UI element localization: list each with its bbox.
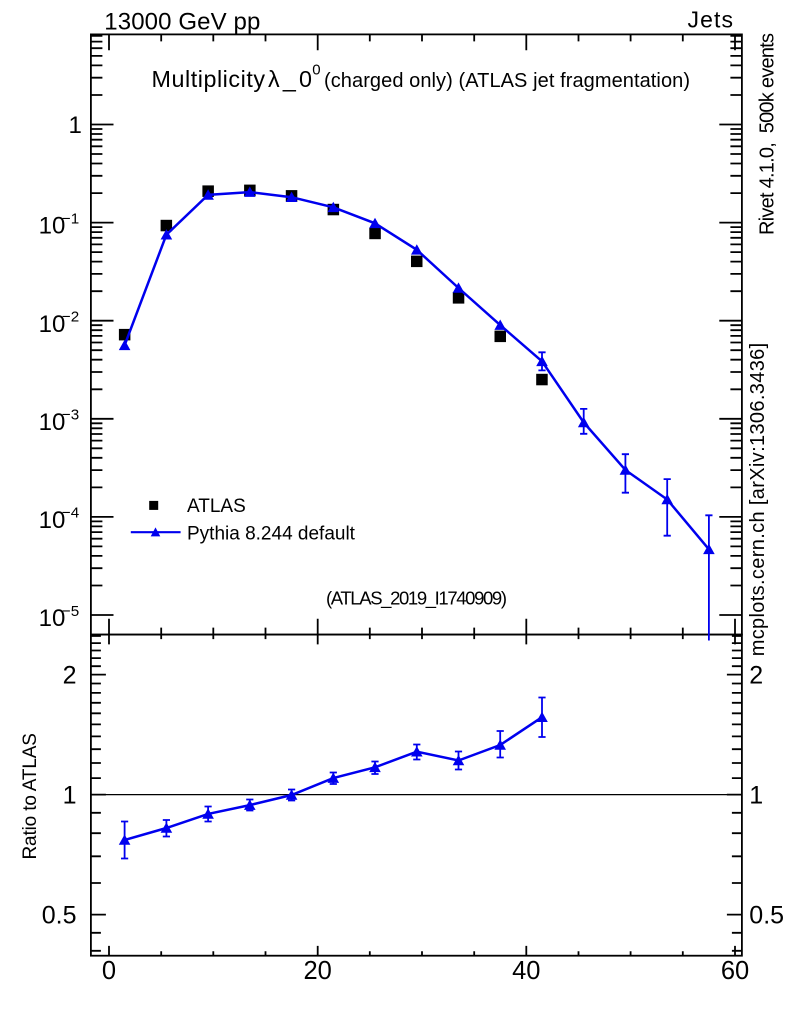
svg-text:0: 0 (312, 62, 320, 79)
svg-text:−3: −3 (62, 407, 79, 424)
svg-text:1: 1 (63, 782, 77, 810)
svg-text:(charged only) (ATLAS jet frag: (charged only) (ATLAS jet fragmentation) (324, 70, 690, 92)
svg-text:mcplots.cern.ch [arXiv:1306.34: mcplots.cern.ch [arXiv:1306.3436] (747, 343, 769, 657)
svg-text:Jets: Jets (688, 7, 734, 33)
svg-text:1: 1 (69, 112, 82, 139)
svg-text:10: 10 (39, 409, 66, 436)
svg-text:13000 GeV pp: 13000 GeV pp (104, 8, 260, 35)
svg-text:Ratio to ATLAS: Ratio to ATLAS (20, 733, 41, 860)
svg-text:−2: −2 (62, 309, 79, 326)
svg-text:60: 60 (721, 957, 749, 985)
svg-text:2: 2 (63, 662, 77, 690)
svg-text:40: 40 (512, 957, 540, 985)
svg-text:10: 10 (39, 311, 66, 338)
svg-text:−4: −4 (62, 505, 79, 522)
svg-text:Multiplicity: Multiplicity (152, 66, 266, 92)
svg-text:−1: −1 (62, 210, 79, 227)
svg-text:λ_0: λ_0 (268, 66, 312, 92)
svg-text:ATLAS: ATLAS (187, 496, 246, 517)
svg-text:Pythia 8.244 default: Pythia 8.244 default (187, 523, 356, 544)
svg-text:10: 10 (39, 213, 66, 240)
svg-text:0.5: 0.5 (749, 902, 784, 930)
svg-text:1: 1 (749, 782, 763, 810)
svg-text:0: 0 (102, 957, 116, 985)
svg-text:20: 20 (304, 957, 332, 985)
svg-text:10: 10 (39, 507, 66, 534)
svg-text:10: 10 (39, 605, 66, 632)
svg-text:2: 2 (749, 662, 763, 690)
svg-text:Rivet 4.1.0, 500k events: Rivet 4.1.0, 500k events (756, 33, 778, 235)
svg-text:0.5: 0.5 (42, 902, 77, 930)
svg-text:(ATLAS_2019_I1740909): (ATLAS_2019_I1740909) (326, 588, 507, 610)
svg-text:−5: −5 (62, 603, 79, 620)
